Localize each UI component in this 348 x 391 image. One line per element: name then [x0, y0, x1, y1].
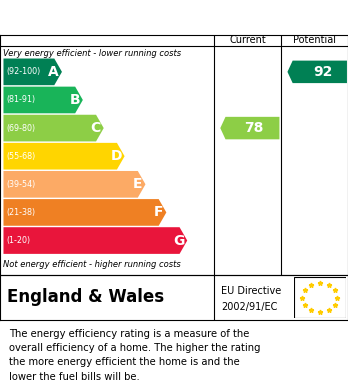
- Text: F: F: [154, 205, 164, 219]
- Polygon shape: [3, 59, 62, 85]
- Polygon shape: [3, 87, 83, 113]
- Polygon shape: [287, 61, 347, 83]
- Text: B: B: [69, 93, 80, 107]
- Text: Not energy efficient - higher running costs: Not energy efficient - higher running co…: [3, 260, 181, 269]
- Text: (69-80): (69-80): [6, 124, 35, 133]
- Text: Very energy efficient - lower running costs: Very energy efficient - lower running co…: [3, 48, 182, 57]
- Text: C: C: [91, 121, 101, 135]
- Text: (92-100): (92-100): [6, 67, 40, 76]
- Text: (81-91): (81-91): [6, 95, 35, 104]
- Text: The energy efficiency rating is a measure of the
overall efficiency of a home. T: The energy efficiency rating is a measur…: [9, 328, 260, 382]
- Text: Energy Efficiency Rating: Energy Efficiency Rating: [9, 10, 230, 25]
- Text: Current: Current: [229, 36, 266, 45]
- Polygon shape: [3, 199, 166, 226]
- Text: (55-68): (55-68): [6, 152, 35, 161]
- Text: Potential: Potential: [293, 36, 336, 45]
- Text: A: A: [48, 65, 59, 79]
- Text: England & Wales: England & Wales: [7, 289, 164, 307]
- Polygon shape: [3, 115, 104, 142]
- Polygon shape: [3, 227, 187, 254]
- Text: 78: 78: [244, 121, 263, 135]
- Text: (21-38): (21-38): [6, 208, 35, 217]
- Text: 92: 92: [314, 65, 333, 79]
- Polygon shape: [220, 117, 279, 139]
- Text: (39-54): (39-54): [6, 180, 35, 189]
- Polygon shape: [3, 171, 145, 198]
- Text: E: E: [133, 177, 143, 191]
- Text: D: D: [110, 149, 122, 163]
- Text: 2002/91/EC: 2002/91/EC: [221, 302, 277, 312]
- Text: EU Directive: EU Directive: [221, 286, 281, 296]
- Text: G: G: [173, 233, 184, 248]
- Text: (1-20): (1-20): [6, 236, 30, 245]
- Polygon shape: [3, 143, 125, 170]
